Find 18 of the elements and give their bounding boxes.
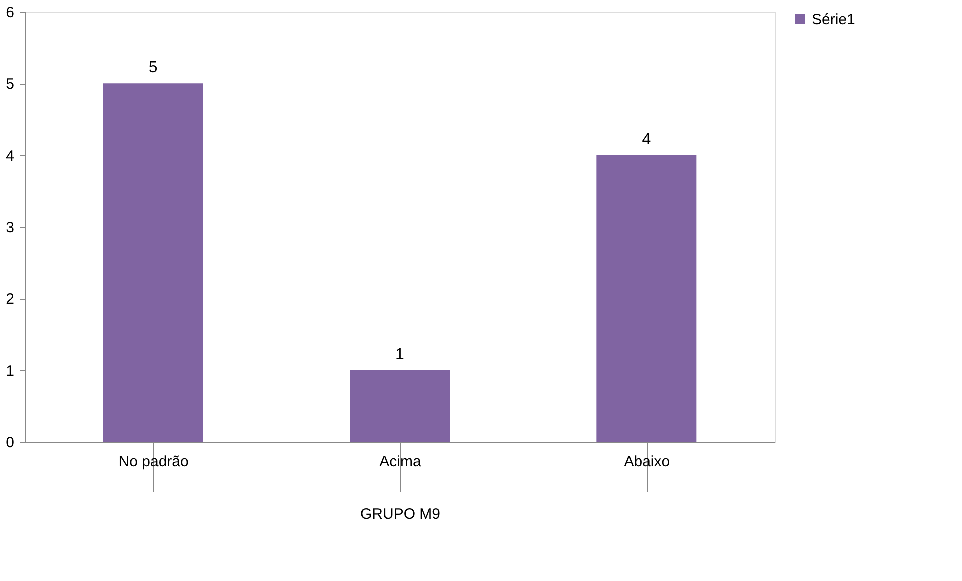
bar — [350, 370, 450, 442]
data-label: 1 — [396, 346, 405, 364]
x-tick-label: Abaixo — [624, 454, 670, 470]
x-tick-label: No padrão — [118, 454, 189, 470]
y-tick-label: 3 — [6, 220, 14, 236]
y-tick-label: 2 — [6, 291, 14, 308]
y-tick-label: 5 — [6, 76, 14, 94]
bar — [103, 84, 204, 442]
y-tick-label: 6 — [6, 4, 14, 22]
y-tick-label: 0 — [6, 434, 14, 452]
data-label: 4 — [642, 131, 652, 148]
x-axis-title: GRUPO M9 — [360, 506, 441, 523]
legend-label: Série1 — [812, 12, 856, 28]
bar — [596, 155, 697, 442]
data-label: 5 — [148, 60, 158, 77]
y-tick-label: 4 — [6, 148, 14, 165]
y-tick-label: 1 — [6, 362, 14, 380]
x-tick-label: Acima — [380, 454, 422, 470]
